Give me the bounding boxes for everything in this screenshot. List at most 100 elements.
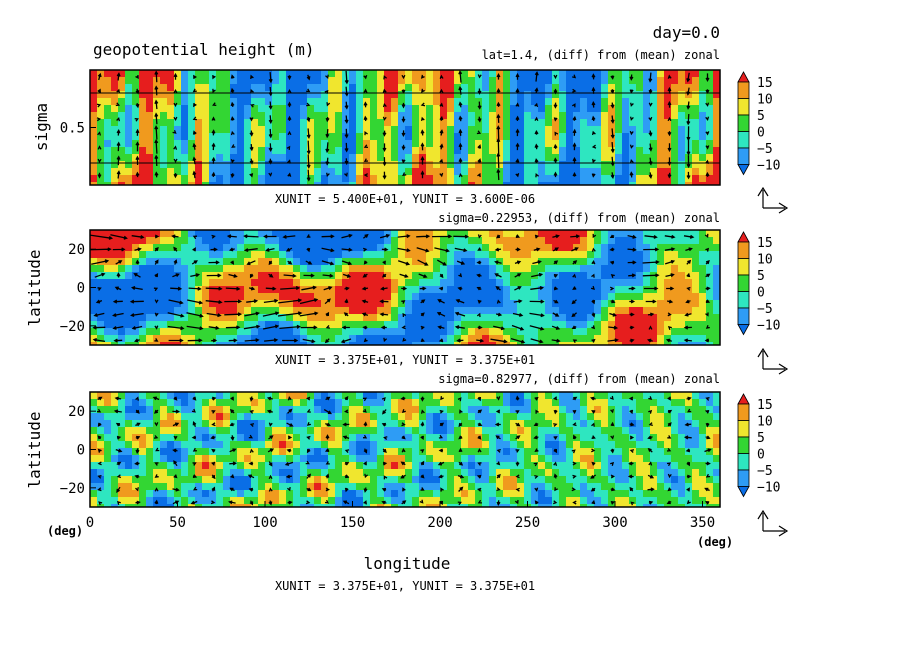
contour-cell	[300, 328, 308, 336]
contour-cell	[265, 434, 273, 442]
contour-cell	[552, 105, 560, 113]
contour-cell	[265, 399, 273, 407]
contour-cell	[461, 230, 469, 238]
contour-cell	[615, 335, 623, 343]
contour-cell	[622, 483, 630, 491]
wind-vector	[268, 273, 274, 278]
contour-cell	[125, 307, 133, 315]
contour-cell	[328, 413, 336, 421]
contour-cell	[167, 335, 175, 343]
wind-vector	[173, 72, 178, 80]
wind-vector	[90, 247, 112, 252]
wind-vector	[401, 300, 406, 304]
wind-vector	[515, 247, 521, 252]
contour-cell	[573, 406, 581, 414]
contour-cell	[503, 434, 511, 442]
contour-cell	[657, 342, 665, 345]
contour-cell	[153, 406, 161, 414]
wind-vector	[173, 259, 178, 265]
contour-cell	[97, 490, 105, 498]
contour-cell	[699, 119, 707, 127]
contour-cell	[328, 182, 336, 185]
contour-cell	[342, 483, 350, 491]
contour-cell	[209, 427, 217, 435]
contour-cell	[146, 265, 154, 273]
contour-cell	[657, 147, 665, 155]
contour-cell	[384, 147, 392, 155]
contour-cell	[552, 300, 560, 308]
contour-cell	[692, 314, 700, 322]
contour-cell	[706, 462, 714, 470]
contour-cell	[139, 251, 147, 259]
wind-vector	[420, 312, 425, 317]
contour-cell	[601, 182, 609, 185]
contour-cell	[230, 293, 238, 301]
contour-cell	[321, 420, 329, 428]
contour-cell	[328, 258, 336, 266]
contour-cell	[594, 413, 602, 421]
contour-cell	[510, 307, 518, 315]
wind-vector	[667, 116, 672, 122]
contour-cell	[111, 175, 119, 183]
contour-cell	[188, 91, 196, 99]
contour-cell	[111, 328, 119, 336]
contour-cell	[447, 427, 455, 435]
contour-cell	[510, 98, 518, 106]
contour-cell	[125, 175, 133, 183]
contour-cell	[629, 237, 637, 245]
contour-cell	[650, 476, 658, 484]
contour-cell	[692, 462, 700, 470]
contour-cell	[510, 279, 518, 287]
contour-cell	[671, 251, 679, 259]
contour-cell	[237, 91, 245, 99]
wind-vector	[131, 325, 143, 330]
contour-cell	[496, 77, 504, 85]
wind-vector	[477, 144, 482, 149]
contour-cell	[125, 399, 133, 407]
contour-cell	[629, 392, 637, 400]
contour-cell	[321, 77, 329, 85]
contour-cell	[265, 147, 273, 155]
contour-cell	[650, 279, 658, 287]
contour-cell	[132, 448, 140, 456]
contour-cell	[412, 413, 420, 421]
contour-cell	[328, 420, 336, 428]
contour-cell	[517, 286, 525, 294]
contour-cell	[279, 105, 287, 113]
contour-cell	[314, 399, 322, 407]
contour-cell	[230, 147, 238, 155]
contour-cell	[111, 237, 119, 245]
contour-cell	[552, 413, 560, 421]
contour-cell	[328, 70, 336, 78]
wind-vector	[686, 171, 691, 180]
wind-vector	[397, 247, 411, 253]
contour-cell	[188, 300, 196, 308]
contour-cell	[706, 84, 714, 92]
contour-cell	[300, 182, 308, 185]
contour-cell	[195, 175, 203, 183]
contour-cell	[489, 140, 497, 148]
contour-cell	[146, 112, 154, 120]
contour-cell	[573, 140, 581, 148]
wind-vector	[211, 116, 216, 121]
contour-cell	[573, 279, 581, 287]
contour-cell	[706, 279, 714, 287]
contour-cell	[636, 265, 644, 273]
contour-cell	[440, 462, 448, 470]
contour-cell	[384, 455, 392, 463]
contour-cell	[657, 126, 665, 134]
contour-cell	[314, 182, 322, 185]
contour-cell	[678, 258, 686, 266]
contour-cell	[517, 392, 525, 400]
contour-cell	[496, 258, 504, 266]
contour-cell	[664, 483, 672, 491]
contour-cell	[678, 427, 686, 435]
contour-cell	[97, 154, 105, 162]
contour-cell	[475, 154, 483, 162]
contour-cell	[587, 342, 595, 345]
contour-cell	[167, 427, 175, 435]
wind-vector	[643, 247, 660, 252]
contour-cell	[671, 237, 679, 245]
contour-cell	[678, 335, 686, 343]
contour-cell	[671, 244, 679, 252]
